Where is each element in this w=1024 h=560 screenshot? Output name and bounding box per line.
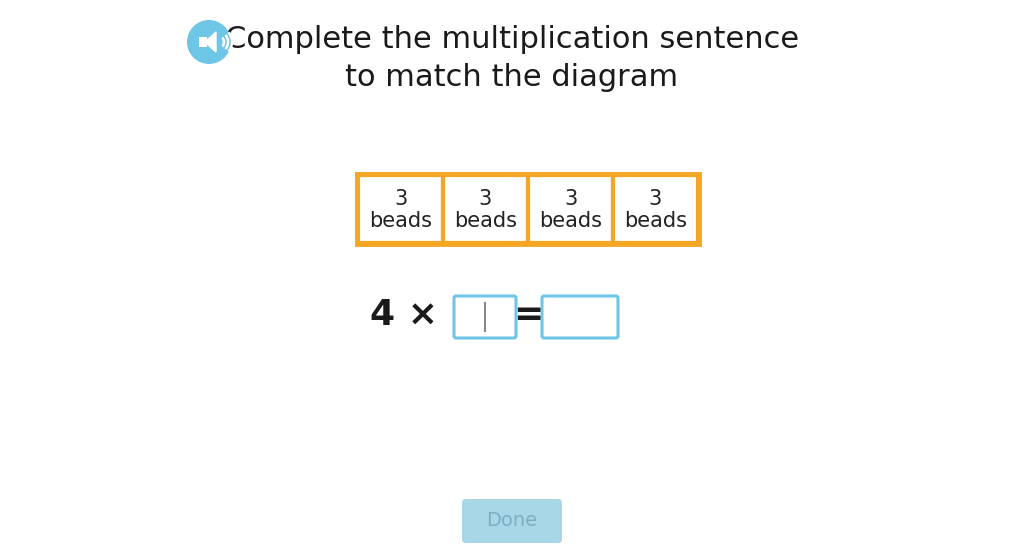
Text: 4 ×: 4 × (370, 298, 438, 332)
FancyBboxPatch shape (528, 175, 613, 243)
Text: 3: 3 (649, 189, 663, 209)
Text: beads: beads (539, 211, 602, 231)
FancyBboxPatch shape (454, 296, 516, 338)
Text: to match the diagram: to match the diagram (345, 63, 679, 92)
Text: 3: 3 (394, 189, 408, 209)
Text: beads: beads (369, 211, 432, 231)
Text: Done: Done (486, 511, 538, 530)
FancyBboxPatch shape (443, 175, 528, 243)
Polygon shape (206, 32, 216, 52)
Text: 3: 3 (564, 189, 578, 209)
Circle shape (187, 20, 231, 64)
FancyBboxPatch shape (199, 37, 207, 47)
Text: beads: beads (454, 211, 517, 231)
Text: Complete the multiplication sentence: Complete the multiplication sentence (225, 26, 799, 54)
Text: beads: beads (624, 211, 687, 231)
Text: 3: 3 (479, 189, 493, 209)
FancyBboxPatch shape (462, 499, 562, 543)
Text: =: = (513, 298, 543, 332)
FancyBboxPatch shape (358, 175, 443, 243)
FancyBboxPatch shape (542, 296, 618, 338)
FancyBboxPatch shape (613, 175, 698, 243)
